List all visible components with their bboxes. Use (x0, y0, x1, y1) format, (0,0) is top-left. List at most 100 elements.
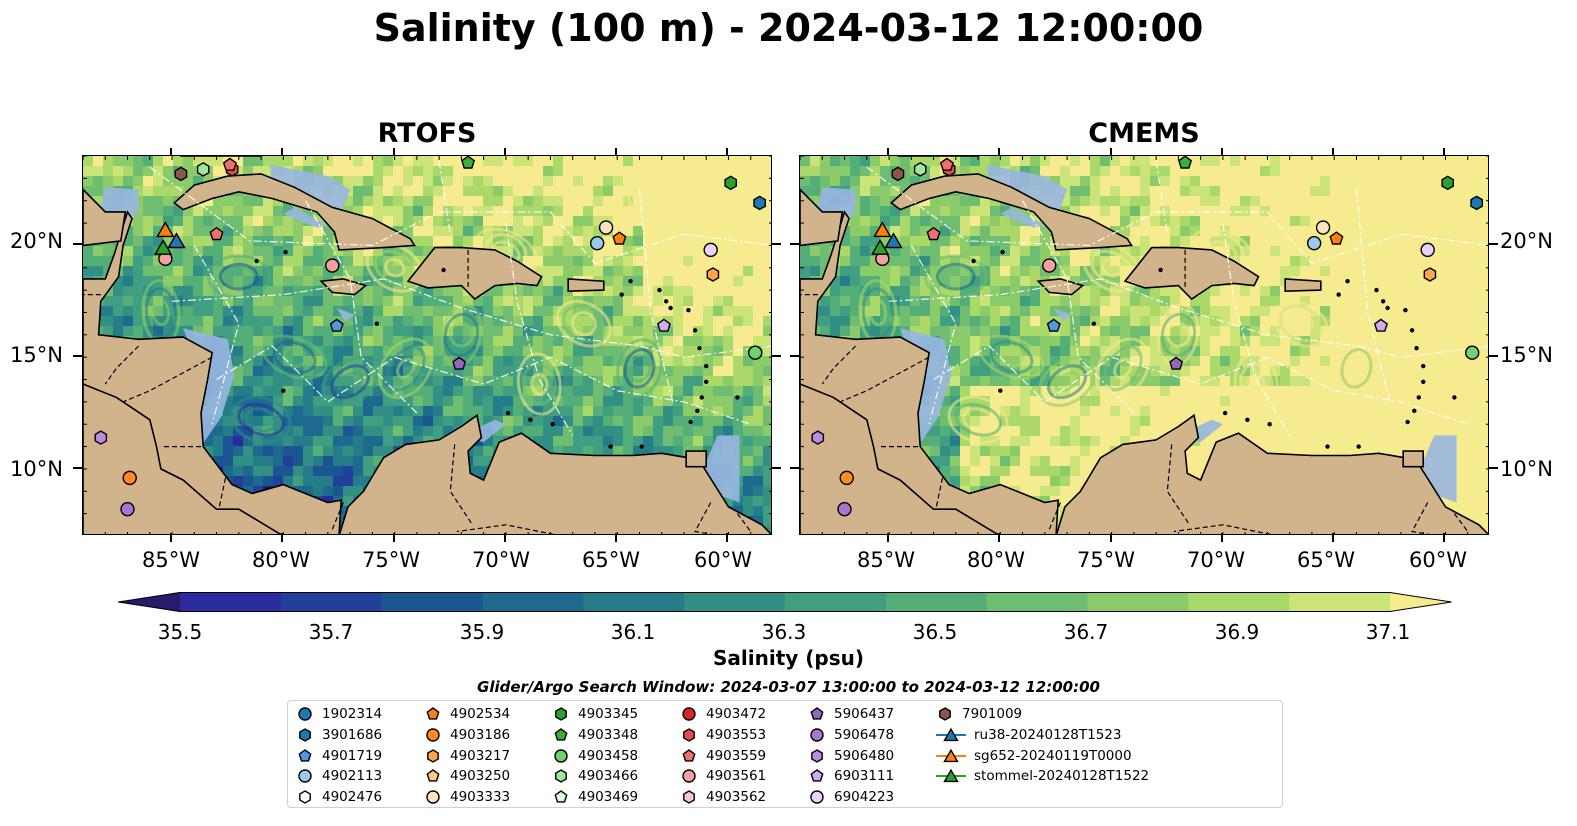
legend-marker[interactable] (943, 748, 959, 762)
legend-swatch (555, 769, 567, 784)
marker-4903186[interactable] (122, 470, 137, 486)
marker-7901009[interactable] (891, 166, 905, 182)
marker-4903561[interactable] (1042, 258, 1057, 273)
legend-marker[interactable] (682, 707, 696, 721)
marker-4902113[interactable] (589, 235, 605, 251)
colorbar-segment (280, 592, 383, 612)
marker-stommel[interactable] (153, 238, 173, 255)
marker-ru38[interactable] (167, 232, 186, 249)
axis-tick (887, 148, 890, 156)
marker-5906478[interactable] (120, 501, 135, 517)
legend-marker[interactable] (298, 707, 312, 721)
legend-marker[interactable] (682, 748, 696, 762)
marker-stommel[interactable] (870, 238, 890, 255)
marker-4902113[interactable] (1306, 235, 1322, 251)
lon-label-60w-left: 60°W (694, 548, 752, 572)
legend-marker[interactable] (299, 790, 311, 804)
lat-label-20n-left: 20°N (10, 229, 63, 253)
marker-4903345[interactable] (1441, 175, 1454, 191)
axis-tick (998, 148, 1001, 156)
marker-5906480[interactable] (811, 430, 825, 445)
marker-4903348[interactable] (1178, 156, 1193, 169)
marker-4901719[interactable] (1046, 318, 1061, 332)
legend-marker[interactable] (810, 769, 824, 782)
legend-marker[interactable] (810, 728, 824, 742)
legend-marker[interactable] (427, 748, 439, 763)
marker-4903561[interactable] (325, 258, 340, 273)
legend-marker[interactable] (943, 769, 959, 783)
legend-marker[interactable] (554, 790, 568, 803)
marker-6904223[interactable] (1420, 242, 1435, 258)
marker-4903186[interactable] (839, 470, 854, 486)
legend-marker[interactable] (555, 769, 567, 784)
axis-tick (73, 466, 82, 469)
marker-4903345[interactable] (724, 175, 737, 191)
cmems-map[interactable] (799, 155, 1489, 535)
marker-4903217[interactable] (706, 267, 720, 282)
marker-4903466[interactable] (196, 162, 210, 177)
legend-marker[interactable] (298, 769, 312, 784)
colorbar-tick-36-3: 36.3 (761, 620, 807, 644)
marker-4903559[interactable] (939, 157, 954, 171)
legend-item-4903348: 4903348 (552, 725, 638, 745)
land-puerto-rico (567, 278, 605, 293)
land-central-america (83, 210, 343, 534)
marker-4903458[interactable] (1464, 345, 1480, 360)
legend-marker[interactable] (426, 790, 440, 804)
marker-4903559[interactable] (222, 157, 237, 171)
marker-4902534[interactable] (612, 231, 627, 245)
marker-4903348[interactable] (461, 156, 476, 169)
marker-4903559[interactable] (926, 226, 941, 241)
legend-marker[interactable] (555, 707, 567, 721)
legend-marker[interactable] (810, 790, 824, 804)
legend-item-4903559: 4903559 (680, 746, 766, 766)
legend-marker[interactable] (939, 707, 951, 721)
marker-4903458[interactable] (747, 345, 763, 360)
legend-marker[interactable] (299, 727, 311, 742)
legend-label: 4903466 (578, 768, 639, 785)
marker-6903111[interactable] (656, 318, 671, 332)
legend-marker[interactable] (426, 707, 440, 720)
marker-6904223[interactable] (703, 242, 718, 258)
legend-marker[interactable] (554, 727, 568, 741)
marker-4902534[interactable] (1329, 231, 1344, 245)
legend-label: 6904223 (834, 789, 895, 806)
marker-4903333[interactable] (1315, 220, 1331, 235)
legend-marker[interactable] (426, 728, 440, 742)
marker-3901686[interactable] (753, 195, 766, 211)
lon-label-75w-right: 75°W (1077, 548, 1135, 572)
legend-marker[interactable] (683, 727, 695, 742)
legend-marker[interactable] (298, 748, 312, 762)
marker-4903466[interactable] (913, 162, 927, 177)
marker-5906480[interactable] (94, 430, 108, 445)
marker-4903217[interactable] (1423, 267, 1437, 282)
marker-5906437[interactable] (452, 356, 467, 370)
legend-marker[interactable] (426, 769, 440, 782)
legend-item-4903186: 4903186 (424, 725, 510, 745)
legend-marker[interactable] (811, 748, 823, 763)
marker-4901719[interactable] (329, 318, 344, 332)
marker-ru38[interactable] (884, 232, 903, 249)
marker-5906437[interactable] (1169, 356, 1184, 370)
marker-sg652[interactable] (156, 221, 175, 238)
marker-3901686[interactable] (1470, 195, 1483, 211)
marker-sg652[interactable] (873, 221, 892, 238)
rtofs-map[interactable] (82, 155, 772, 535)
legend-marker[interactable] (554, 748, 568, 763)
marker-5906478[interactable] (837, 501, 852, 517)
marker-7901009[interactable] (174, 166, 188, 182)
axis-tick (1220, 533, 1223, 542)
legend-item-3901686: 3901686 (296, 725, 382, 745)
legend-marker[interactable] (810, 707, 824, 720)
legend-marker[interactable] (682, 769, 696, 784)
marker-4903333[interactable] (598, 220, 614, 235)
marker-4903559[interactable] (209, 226, 224, 241)
legend-swatch (810, 769, 824, 782)
axis-tick (1109, 148, 1112, 156)
axis-tick (73, 355, 82, 358)
legend-marker[interactable] (943, 727, 959, 741)
marker-6903111[interactable] (1373, 318, 1388, 332)
legend-marker[interactable] (683, 790, 695, 804)
legend-swatch (299, 727, 311, 742)
axis-tick (392, 148, 395, 156)
